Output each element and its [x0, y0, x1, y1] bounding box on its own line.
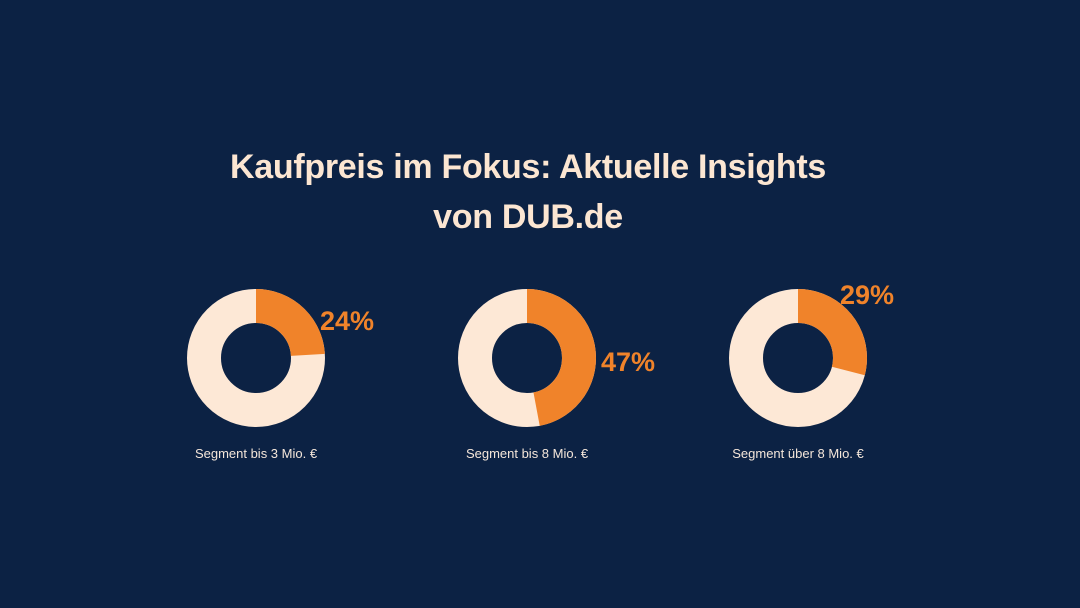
donut-svg-segment-8m	[458, 289, 596, 427]
percent-label-segment-3m: 24%	[320, 306, 375, 336]
donut-chart-segment-8m: 47% Segment bis 8 Mio. €	[458, 289, 719, 470]
donut-svg-segment-3m	[187, 289, 325, 427]
page-title-line-1: Kaufpreis im Fokus: Aktuelle Insights	[230, 148, 826, 186]
caption-segment-over-8m: Segment über 8 Mio. €	[732, 446, 864, 461]
caption-segment-3m: Segment bis 3 Mio. €	[194, 446, 318, 461]
donut-slice-highlight	[729, 289, 867, 427]
donut-svg-segment-over-8m	[729, 289, 867, 427]
page-title: Kaufpreis im Fokus: Aktuelle Insights vo…	[0, 142, 1056, 242]
percent-label-segment-8m: 47%	[601, 347, 656, 377]
caption-segment-8m: Segment bis 8 Mio. €	[465, 446, 589, 461]
donut-chart-segment-over-8m: 29% Segment über 8 Mio. €	[729, 280, 990, 470]
donut-slice-highlight	[187, 289, 325, 427]
donut-chart-segment-3m: 24% Segment bis 3 Mio. €	[187, 289, 448, 470]
percent-label-segment-over-8m: 29%	[840, 280, 895, 310]
donut-slice-highlight	[458, 289, 596, 427]
page-title-line-2: von DUB.de	[433, 198, 623, 236]
